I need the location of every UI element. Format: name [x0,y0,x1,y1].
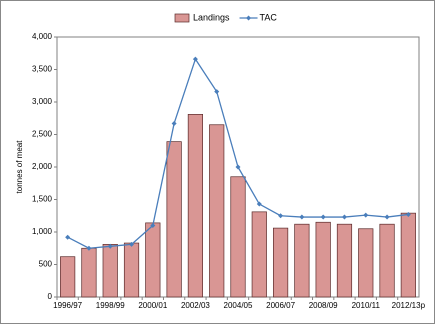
marker [192,56,198,62]
x-tick-label: 2008/09 [309,301,338,310]
bar [209,124,225,298]
legend-label: Landings [193,12,230,22]
x-tick-label: 2010/11 [352,301,381,310]
marker [214,89,220,95]
bar [400,212,416,298]
x-tick-label: 1996/97 [53,301,82,310]
bar [81,247,97,298]
marker [86,245,92,251]
x-tick-label: 2006/07 [266,301,295,310]
y-tick-label: 1,000 [32,227,53,236]
bar [251,211,267,298]
bar [102,244,118,298]
y-tick-label: 2,500 [32,130,53,139]
y-axis-title: tonnes of meat [15,140,24,194]
marker [363,212,369,218]
x-tick-label: 2002/03 [181,301,210,310]
y-tick-label: 2,000 [32,162,53,171]
y-tick-label: 500 [39,260,53,269]
marker [171,120,177,126]
legend-label: TAC [260,12,278,22]
bar [315,221,331,298]
legend: Landings TAC [174,12,278,23]
marker [320,214,326,220]
bar [187,113,204,298]
y-tick-label: 4,000 [32,32,53,41]
marker [107,243,113,249]
legend-swatch [174,13,190,23]
y-tick-label: 3,000 [32,97,53,106]
y-tick-label: 1,500 [32,195,53,204]
x-tick-label: 2004/05 [224,301,253,310]
marker [341,214,347,220]
bar [379,223,395,298]
legend-marker [246,15,252,21]
bar [358,228,374,298]
x-tick-label: 1998/99 [96,301,125,310]
bar [60,256,76,298]
marker [235,164,241,170]
marker [65,234,71,240]
x-tick-label: 2012/13p [392,301,426,310]
bar [145,222,161,298]
marker [405,211,411,217]
y-tick-label: 0 [48,292,53,301]
marker [256,201,262,207]
y-tick-label: 3,500 [32,65,53,74]
bar [272,227,289,298]
bar [336,223,353,298]
x-tick-label: 2000/01 [138,301,167,310]
bar [230,176,246,298]
marker [129,241,135,247]
marker [150,223,156,228]
marker [384,214,390,220]
bar [166,141,182,298]
bar [123,242,140,298]
bar [294,223,310,298]
marker [278,213,284,219]
marker [299,214,305,220]
